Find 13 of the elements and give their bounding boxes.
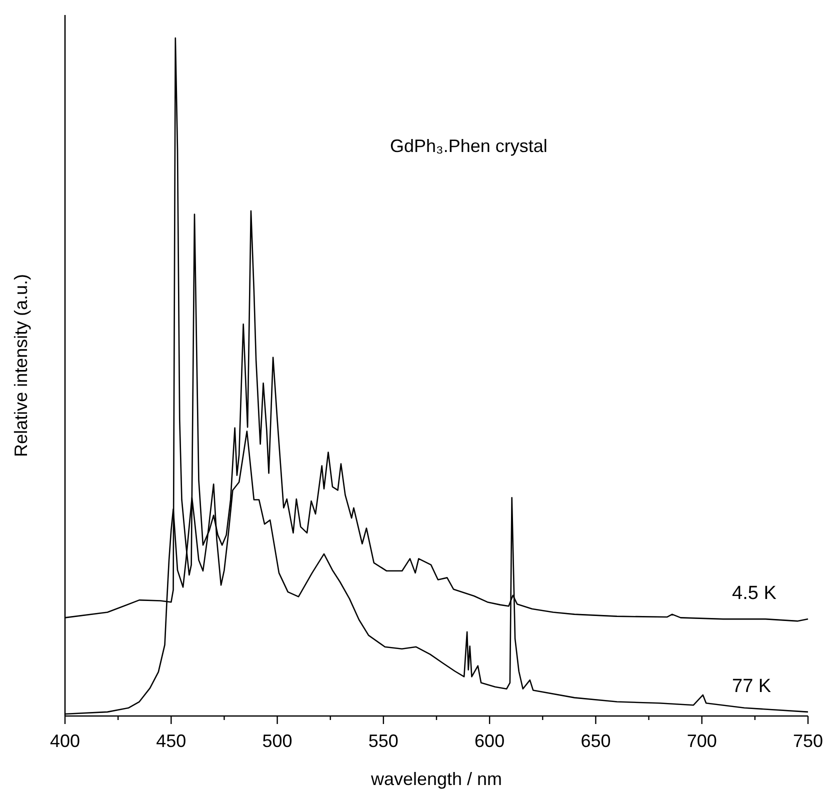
x-tick-label: 700: [686, 731, 717, 751]
y-axis-title: Relative intensity (a.u.): [11, 274, 31, 458]
x-tick-label: 750: [792, 731, 824, 751]
x-tick-label: 400: [50, 731, 80, 751]
x-tick-label: 650: [580, 731, 611, 751]
series-label: 4.5 K: [732, 583, 777, 604]
x-tick-label: 600: [474, 731, 505, 751]
text: GdPh₃.Phen crystal: [390, 136, 548, 156]
series-label: 77 K: [732, 676, 772, 697]
x-tick-label: 500: [262, 731, 292, 751]
x-tick-label: 450: [156, 731, 186, 751]
x-axis-title: wavelength / nm: [370, 769, 502, 789]
x-tick-label: 550: [368, 731, 398, 751]
